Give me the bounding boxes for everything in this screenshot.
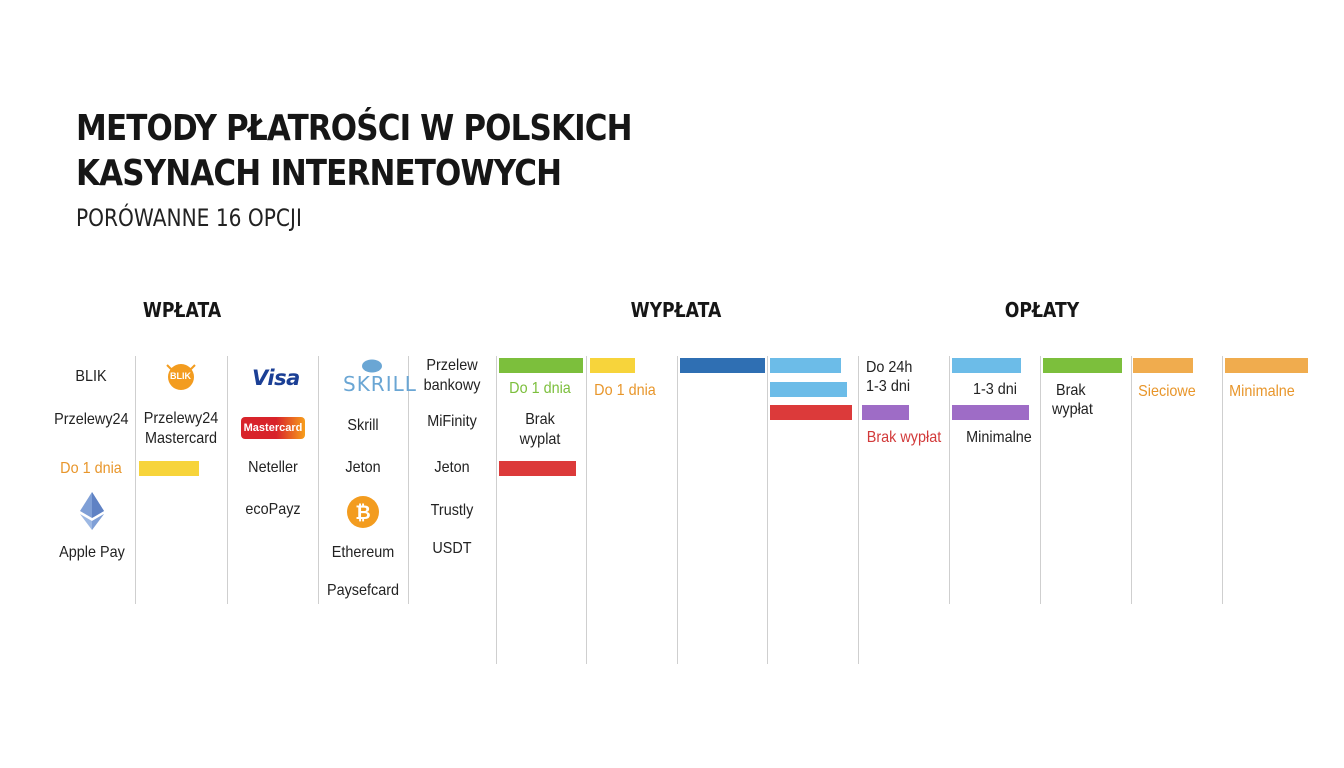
page-title-line2: KASYNACH INTERNETOWYCH (76, 153, 562, 194)
label-brak-line1: Brak (525, 411, 555, 428)
skrill-bubble-icon (361, 359, 383, 373)
status-bar-light-blue (770, 382, 847, 397)
bitcoin-icon: ₿ (346, 495, 380, 529)
status-bar-purple (862, 405, 909, 420)
column-divider (677, 356, 678, 664)
page-subtitle: PORÓWANNE 16 OPCJI (76, 204, 302, 232)
label-1-3-dni: 1-3 dni (972, 381, 1018, 398)
label-bankowy-line2: bankowy (423, 377, 481, 394)
status-bar-yellow (139, 461, 199, 476)
status-bar-red (499, 461, 576, 476)
svg-text:₿: ₿ (355, 502, 370, 524)
status-bar-light-blue (952, 358, 1021, 373)
status-bar-dark-blue (680, 358, 765, 373)
label-wyplat-line2: wyplat (519, 431, 561, 448)
label-sieciowe: Sieciowe (1138, 383, 1196, 400)
column-divider (227, 356, 228, 604)
column-divider (318, 356, 319, 604)
column-divider (496, 356, 497, 664)
label-minimalne: Minimalne (966, 429, 1032, 446)
label-do-24h: Do 24h (866, 359, 913, 376)
status-bar-yellow (590, 358, 635, 373)
label-apple-pay: Apple Pay (59, 544, 125, 561)
label-skrill: Skrill (347, 417, 379, 434)
status-bar-orange (1133, 358, 1193, 373)
column-divider (858, 356, 859, 664)
skrill-logo-icon: SKRILL (343, 372, 417, 396)
label-przelewy24-line1: Przelewy24 (143, 410, 219, 427)
label-mifinity: MiFinity (427, 413, 477, 430)
label-minimalne: Minimalne (1229, 383, 1295, 400)
section-wyplata: WYPŁATA (630, 298, 722, 322)
column-divider (1040, 356, 1041, 604)
column-divider (408, 356, 409, 604)
column-divider (1222, 356, 1223, 604)
label-paysafecard: Paysefcard (326, 582, 400, 599)
status-bar-green (1043, 358, 1122, 373)
status-bar-purple (952, 405, 1029, 420)
section-wplata: WPŁATA (142, 298, 222, 322)
label-wyplat-line2: wypłat (1052, 401, 1093, 418)
label-ethereum: Ethereum (331, 544, 395, 561)
label-do-1-dnia: Do 1 dnia (509, 380, 571, 397)
status-bar-green (499, 358, 583, 373)
column-divider (949, 356, 950, 604)
blik-logo-icon: BLIK (164, 362, 198, 392)
column-divider (767, 356, 768, 664)
label-jeton: Jeton (345, 459, 381, 476)
label-blik: BLIK (75, 368, 107, 385)
label-trustly: Trustly (430, 502, 474, 519)
column-divider (1131, 356, 1132, 604)
label-neteller: Neteller (248, 459, 298, 476)
label-mastercard-line2: Mastercard (144, 430, 218, 447)
label-brak-line1: Brak (1056, 382, 1086, 399)
status-bar-red (770, 405, 852, 420)
status-bar-orange (1225, 358, 1308, 373)
label-przelewy24: Przelewy24 (54, 411, 129, 428)
section-oplaty: OPŁATY (1004, 298, 1080, 322)
label-do-1-dnia: Do 1 dnia (594, 382, 656, 399)
label-usdt: USDT (432, 540, 472, 557)
status-bar-light-blue (770, 358, 841, 373)
mastercard-logo-icon: Mastercard (241, 417, 305, 439)
label-jeton: Jeton (434, 459, 470, 476)
column-divider (586, 356, 587, 664)
label-1-3-dni: 1-3 dni (866, 378, 911, 395)
label-przelew-line1: Przelew (426, 357, 478, 374)
page-title-line1: METODY PŁATROŚCI W POLSKICH (76, 108, 633, 149)
column-divider (135, 356, 136, 604)
blik-logo-text: BLIK (170, 371, 191, 381)
visa-logo-icon: Visa (252, 366, 300, 390)
label-ecopayz: ecoPayz (245, 501, 301, 518)
ethereum-icon (80, 492, 104, 530)
label-brak-wyplat: Brak wypłat (866, 429, 942, 446)
label-do-1-dnia: Do 1 dnia (60, 460, 122, 477)
